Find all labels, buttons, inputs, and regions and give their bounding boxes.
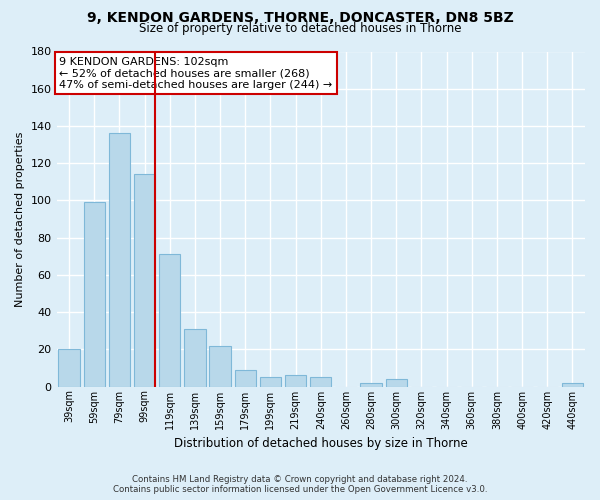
Bar bbox=[260, 378, 281, 386]
Bar bbox=[386, 379, 407, 386]
Bar bbox=[83, 202, 105, 386]
Y-axis label: Number of detached properties: Number of detached properties bbox=[15, 132, 25, 307]
Text: Contains HM Land Registry data © Crown copyright and database right 2024.
Contai: Contains HM Land Registry data © Crown c… bbox=[113, 474, 487, 494]
Bar bbox=[109, 134, 130, 386]
Text: 9 KENDON GARDENS: 102sqm
← 52% of detached houses are smaller (268)
47% of semi-: 9 KENDON GARDENS: 102sqm ← 52% of detach… bbox=[59, 56, 332, 90]
Bar bbox=[209, 346, 231, 387]
Text: 9, KENDON GARDENS, THORNE, DONCASTER, DN8 5BZ: 9, KENDON GARDENS, THORNE, DONCASTER, DN… bbox=[86, 11, 514, 25]
X-axis label: Distribution of detached houses by size in Thorne: Distribution of detached houses by size … bbox=[174, 437, 467, 450]
Bar bbox=[159, 254, 181, 386]
Bar bbox=[310, 378, 331, 386]
Bar bbox=[285, 376, 307, 386]
Bar bbox=[184, 329, 206, 386]
Bar bbox=[134, 174, 155, 386]
Bar bbox=[361, 383, 382, 386]
Bar bbox=[562, 383, 583, 386]
Bar bbox=[58, 350, 80, 387]
Text: Size of property relative to detached houses in Thorne: Size of property relative to detached ho… bbox=[139, 22, 461, 35]
Bar bbox=[235, 370, 256, 386]
